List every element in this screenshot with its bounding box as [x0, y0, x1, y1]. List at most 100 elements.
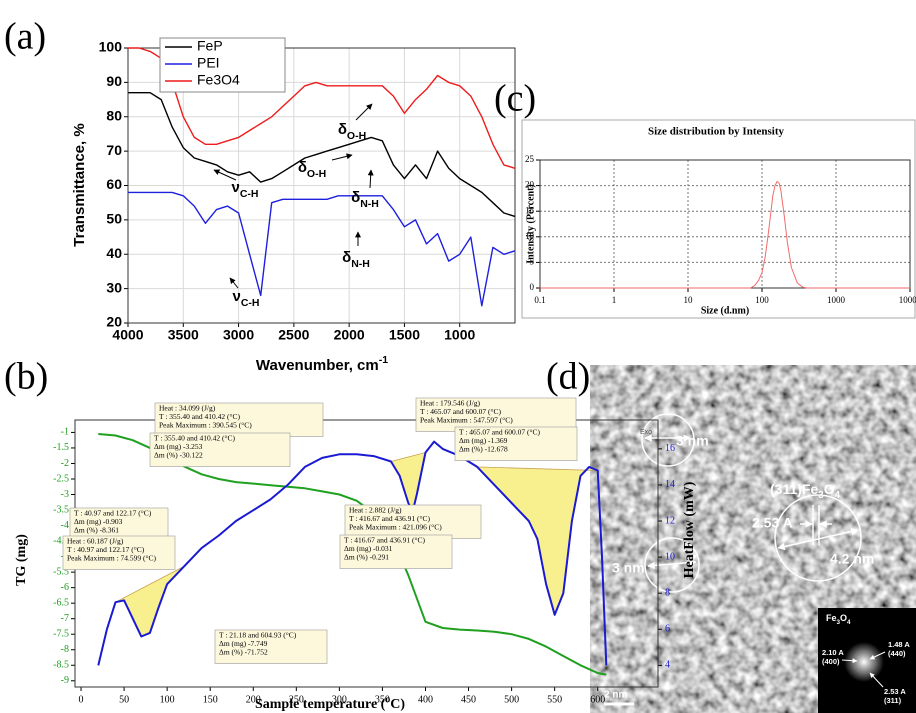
annotation-text: Δm (%) -12.678 — [459, 445, 508, 454]
plane-label-part: 3 — [818, 490, 824, 501]
y2-tick-label: 8 — [665, 587, 670, 598]
x-tick-label: 10 — [684, 295, 694, 305]
annotation-arrow — [213, 169, 237, 181]
annotation: δO-H — [298, 159, 326, 180]
annotation-part: δ — [351, 189, 360, 206]
y2-tick-label: 12 — [665, 515, 675, 526]
annotation: δO-H — [338, 121, 366, 142]
x-tick-label: 150 — [203, 694, 218, 705]
annotation-text: Heat : 2.882 (J/g) — [349, 506, 402, 515]
y-tick-label: 20 — [525, 180, 535, 190]
x-tick-label: 200 — [246, 694, 261, 705]
panel-label: (b) — [4, 356, 48, 398]
plane-label-part: O — [824, 481, 835, 497]
legend-label: Fe3O4 — [197, 72, 240, 88]
series-line — [128, 47, 516, 169]
annotation-text: Peak Maximum : 421.096 (°C) — [349, 523, 442, 532]
annotation-part: O-H — [307, 168, 326, 180]
y-axis-label: TG (mg) — [14, 534, 29, 586]
inset-title-part: O — [840, 613, 847, 623]
annotation-text: T : 416.67 and 436.91 (°C) — [344, 536, 425, 545]
annotation: δN-H — [342, 249, 370, 270]
annotation-box — [154, 402, 324, 437]
y-tick-label: 50 — [106, 211, 122, 227]
image-label: 3 nm — [676, 433, 709, 449]
x-tick-label: 300 — [332, 694, 347, 705]
chart-title: Size distribution by Intensity — [648, 126, 784, 138]
annotation-text: Heat : 60.187 (J/g) — [67, 537, 124, 546]
annotation-text: T : 416.67 and 436.91 (°C) — [349, 514, 430, 523]
size-arrow — [777, 527, 859, 551]
x-tick-label: 550 — [547, 694, 562, 705]
fft-spot-label: 1.48 A — [888, 640, 910, 649]
y-tick-label: -9 — [61, 675, 69, 686]
y-tick-label: -2.5 — [53, 473, 69, 484]
fft-spot-label: 2.10 A — [822, 648, 844, 657]
y-tick-label: 0 — [530, 282, 535, 292]
exo-label: Exo — [640, 429, 652, 436]
x-axis-label-part: Sample temperature ( — [255, 697, 386, 712]
y-tick-label: 20 — [106, 314, 122, 330]
annotation-text: Δm (mg) -0.031 — [344, 544, 393, 553]
x-tick-label: 3500 — [168, 327, 199, 343]
annotation-text: Heat : 34.099 (J/g) — [159, 404, 216, 413]
y-tick-label: -5.5 — [53, 566, 69, 577]
image-label: 4.2 nm — [830, 551, 874, 567]
y-tick-label: -8.5 — [53, 660, 69, 671]
scale-bar-label: 2 nm — [604, 690, 627, 701]
x-tick-label: 450 — [461, 694, 476, 705]
y2-tick-label: 10 — [665, 551, 675, 562]
y-tick-label: -4 — [61, 520, 69, 531]
x-tick-label: 1 — [612, 295, 617, 305]
annotation-part: δ — [298, 159, 307, 176]
tem-image — [590, 365, 916, 713]
y-axis-label: Intensity (Percent) — [525, 184, 536, 264]
series-line — [128, 92, 516, 218]
x-tick-label: 350 — [375, 694, 390, 705]
annotation-text: Δm (mg) -7.749 — [219, 639, 268, 648]
annotation: νC-H — [231, 179, 258, 200]
annotation-text: Peak Maximum : 74.599 (°C) — [67, 554, 157, 563]
annotation-box — [454, 426, 578, 461]
x-tick-label: 50 — [119, 694, 129, 705]
plane-label-part: 4 — [835, 490, 841, 501]
x-tick-label: 1000 — [827, 295, 846, 305]
x-axis-label-part: o — [385, 694, 390, 705]
annotation-box — [149, 432, 291, 467]
image-label: 2.53 A — [752, 515, 793, 531]
y-tick-label: -4.5 — [53, 535, 69, 546]
y-tick-label: 40 — [106, 245, 122, 261]
plane-label: (311)Fe3O4 — [770, 481, 841, 501]
annotation-text: Δm (%) -0.291 — [344, 553, 389, 562]
annotation-part: ν — [231, 179, 239, 196]
fft-spot-label: 2.53 A — [884, 687, 906, 696]
annotation-text: Δm (%) -8.361 — [74, 526, 119, 535]
y-tick-label: -6 — [61, 582, 69, 593]
y-tick-label: -1 — [61, 427, 69, 438]
y-tick-label: 80 — [106, 107, 122, 123]
x-tick-label: 2500 — [278, 327, 309, 343]
annotation-text: T : 465.07 and 600.07 (°C) — [420, 407, 501, 416]
fft-spot-label: (440) — [888, 649, 906, 658]
x-tick-label: 100 — [160, 694, 175, 705]
annotation-text: T : 355.40 and 410.42 (°C) — [154, 434, 235, 443]
annotation-text: T : 465.07 and 600.07 (°C) — [459, 428, 540, 437]
fft-arrow — [869, 672, 884, 688]
legend-label: FeP — [197, 38, 223, 54]
annotation-part: ν — [232, 288, 240, 305]
fft-spot-label: (311) — [884, 696, 902, 705]
annotation-text: Δm (%) -30.122 — [154, 451, 203, 460]
y-tick-label: -7 — [61, 613, 69, 624]
x-axis-label-part: -1 — [379, 354, 388, 366]
fft-arrow — [841, 658, 858, 664]
x-tick-label: 0 — [79, 694, 84, 705]
x-tick-label: 250 — [289, 694, 304, 705]
panel-label: (a) — [4, 16, 46, 58]
annotation-part: N-H — [360, 198, 379, 210]
x-axis-label-part: C) — [390, 697, 405, 712]
fft-spot-label: (400) — [822, 657, 840, 666]
y-tick-label: -3.5 — [53, 504, 69, 515]
annotation-part: C-H — [240, 188, 259, 200]
y-tick-label: 25 — [525, 154, 535, 164]
annotation-text: T : 40.97 and 122.17 (°C) — [67, 545, 145, 554]
